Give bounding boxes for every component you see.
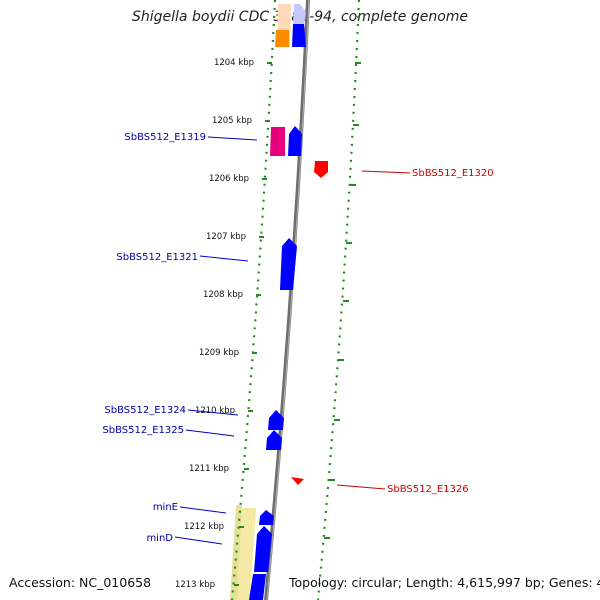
gene-orange[interactable] xyxy=(275,30,289,47)
kbp-label: 1213 kbp xyxy=(175,580,215,590)
gene-label-SbBS512_E1326[interactable]: SbBS512_E1326 xyxy=(387,484,469,495)
feature-band-yellow xyxy=(236,508,256,600)
gene-minE[interactable] xyxy=(259,510,274,525)
left-leader-lines xyxy=(174,136,258,545)
gene-magenta[interactable] xyxy=(270,127,285,156)
inner-major-ticks xyxy=(234,62,272,586)
gene-label-SbBS512_E1324[interactable]: SbBS512_E1324 xyxy=(104,405,186,416)
genome-backbone-highlight xyxy=(266,0,310,600)
gene-forward-top-head[interactable] xyxy=(293,4,306,24)
kbp-label: 1211 kbp xyxy=(189,464,229,474)
kbp-label: 1207 kbp xyxy=(206,232,246,242)
outer-tick-ring xyxy=(316,0,361,600)
kbp-label: 1206 kbp xyxy=(209,174,249,184)
gene-SbBS512_E1320[interactable] xyxy=(314,161,328,178)
kbp-label: 1212 kbp xyxy=(184,522,224,532)
genome-backbone xyxy=(264,0,310,600)
gene-label-minD[interactable]: minD xyxy=(146,533,173,544)
topology-text: Topology: circular; Length: 4,615,997 bp… xyxy=(289,575,600,590)
gene-minD[interactable] xyxy=(254,526,272,572)
gene-forward-top[interactable] xyxy=(292,24,306,47)
gene-SbBS512_E1325[interactable] xyxy=(266,430,282,450)
right-leader-lines xyxy=(336,170,411,490)
gene-label-SbBS512_E1319[interactable]: SbBS512_E1319 xyxy=(124,132,206,143)
kbp-label: 1209 kbp xyxy=(199,348,239,358)
kbp-label: 1205 kbp xyxy=(212,116,252,126)
gene-SbBS512_E1319[interactable] xyxy=(288,126,302,156)
gene-bottom[interactable] xyxy=(249,574,266,600)
gene-SbBS512_E1326[interactable] xyxy=(291,477,304,485)
kbp-label: 1210 kbp xyxy=(195,406,235,416)
gene-label-SbBS512_E1321[interactable]: SbBS512_E1321 xyxy=(116,252,198,263)
gene-SbBS512_E1321[interactable] xyxy=(280,238,297,290)
gene-label-SbBS512_E1320[interactable]: SbBS512_E1320 xyxy=(412,168,494,179)
kbp-label: 1204 kbp xyxy=(214,58,254,68)
gene-SbBS512_E1324[interactable] xyxy=(268,410,284,430)
kbp-label: 1208 kbp xyxy=(203,290,243,300)
accession-text: Accession: NC_010658 xyxy=(9,575,152,590)
outer-major-ticks xyxy=(324,62,361,539)
gene-label-SbBS512_E1325[interactable]: SbBS512_E1325 xyxy=(102,425,184,436)
gene-label-minE[interactable]: minE xyxy=(153,502,178,513)
